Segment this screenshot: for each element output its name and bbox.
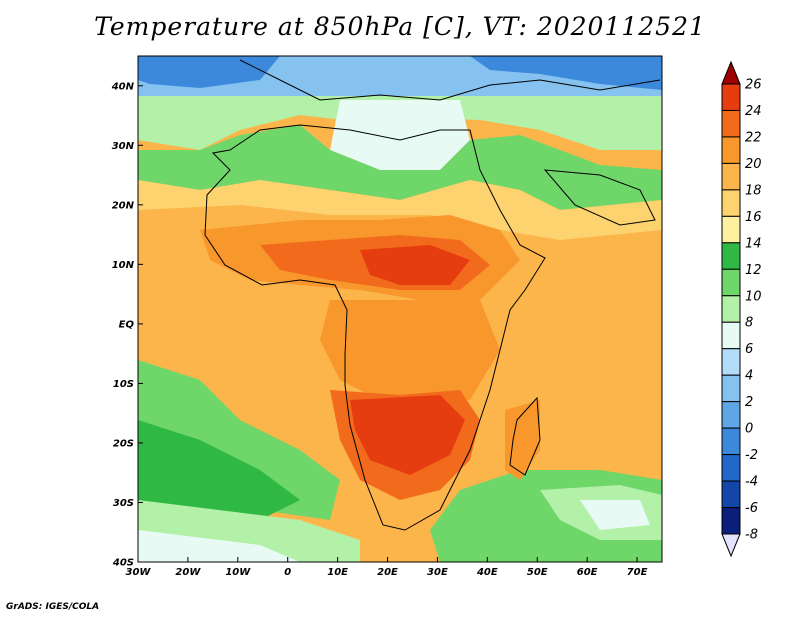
- colorbar-swatch: [721, 321, 741, 350]
- lon-tick-label: 30E: [427, 567, 448, 578]
- colorbar-swatch: [721, 401, 741, 429]
- credit-text: GrADS: IGES/COLA: [6, 602, 100, 612]
- colorbar-swatch: [721, 242, 741, 270]
- colorbar-label: -4: [745, 475, 758, 490]
- field-northwest-cold: [138, 56, 280, 88]
- map-title: Temperature at 850hPa [C], VT: 202011252…: [94, 12, 706, 41]
- field-northeast-cold: [470, 56, 662, 90]
- colorbar-swatch: [721, 454, 741, 482]
- lat-tick-label: EQ: [119, 319, 135, 330]
- colorbar-swatch: [721, 215, 741, 244]
- colorbar-swatch: [721, 374, 741, 403]
- colorbar-swatch: [721, 295, 741, 323]
- colorbar-swatch: [721, 162, 741, 191]
- lon-tick-label: 60E: [577, 567, 598, 578]
- coastline-mediterranean: [239, 59, 661, 101]
- lon-tick-label: 40E: [476, 567, 498, 578]
- colorbar-label: 16: [745, 210, 762, 225]
- colorbar-swatch: [721, 480, 741, 509]
- lon-tick-label: 70E: [627, 567, 648, 578]
- colorbar-swatch: [721, 268, 741, 297]
- lat-tick-label: 10N: [112, 260, 135, 271]
- field-sahel-warm: [138, 180, 662, 240]
- coastline-madagascar: [509, 396, 541, 476]
- colorbar-label: -8: [745, 528, 758, 543]
- field-southern-hottest: [350, 395, 465, 475]
- colorbar-label: 6: [745, 342, 753, 357]
- field-south-atlantic-darkgreen: [138, 420, 300, 520]
- colorbar-label: 12: [745, 263, 762, 278]
- colorbar-label: 26: [745, 78, 762, 93]
- colorbar-label: -2: [745, 448, 758, 463]
- colorbar-label: 4: [745, 369, 753, 384]
- colorbar-swatch: [721, 109, 741, 138]
- colorbar-swatch: [721, 136, 741, 164]
- colorbar-label: 20: [745, 157, 762, 172]
- colorbar-swatch: [721, 348, 741, 376]
- lon-tick-label: 10E: [327, 567, 348, 578]
- coastline-africa: [204, 124, 546, 531]
- colorbar-cap-bottom: [721, 533, 741, 558]
- lat-tick-label: 20N: [112, 200, 135, 211]
- lat-tick-label: 30S: [113, 498, 134, 509]
- field-sahara-cool: [330, 100, 470, 170]
- coastlines: [204, 59, 661, 531]
- lon-tick-label: 10W: [225, 567, 251, 578]
- lon-tick-label: 20E: [377, 567, 398, 578]
- colorbar-label: -6: [745, 501, 758, 516]
- colorbar-label: 24: [745, 104, 762, 119]
- lat-tick-label: 40S: [112, 558, 134, 569]
- colorbar-label: 18: [745, 183, 762, 198]
- lat-tick-label: 20S: [113, 438, 134, 449]
- colorbar-label: 22: [745, 130, 762, 145]
- colorbar-swatch: [721, 507, 741, 535]
- colorbar-cap-top: [721, 60, 741, 85]
- field-north-cool: [138, 96, 662, 150]
- lon-tick-label: 0: [284, 567, 291, 578]
- longitude-axis: 30W 20W 10W 0 10E 20E 30E 40E 50E 60E 70E: [126, 557, 648, 578]
- latitude-axis: 40N 30N 20N 10N EQ 10S 20S 30S 40S: [111, 81, 143, 569]
- lat-tick-label: 30N: [112, 141, 135, 152]
- colorbar-label: 2: [745, 395, 753, 410]
- colorbar-label: 14: [745, 236, 762, 251]
- coastline-arabia: [543, 169, 656, 226]
- colorbar-label: 0: [745, 422, 753, 437]
- field-central-hottest: [360, 245, 470, 285]
- temperature-field: [138, 56, 662, 562]
- lat-tick-label: 40N: [111, 81, 135, 92]
- colorbar-label: 10: [745, 289, 762, 304]
- lon-tick-label: 50E: [527, 567, 548, 578]
- colorbar-swatch: [721, 427, 741, 456]
- field-south-indian-coolest: [580, 500, 650, 530]
- lat-tick-label: 10S: [113, 379, 134, 390]
- colorbar-label: 8: [745, 316, 753, 331]
- field-southwest-coolest: [138, 530, 300, 562]
- plot-frame: [137, 55, 663, 563]
- field-equatorial: [320, 300, 500, 410]
- field-north-green-band: [138, 125, 662, 210]
- colorbar-swatch: [721, 83, 741, 111]
- lon-tick-label: 30W: [126, 567, 152, 578]
- lon-tick-label: 20W: [175, 567, 201, 578]
- colorbar-swatch: [721, 189, 741, 217]
